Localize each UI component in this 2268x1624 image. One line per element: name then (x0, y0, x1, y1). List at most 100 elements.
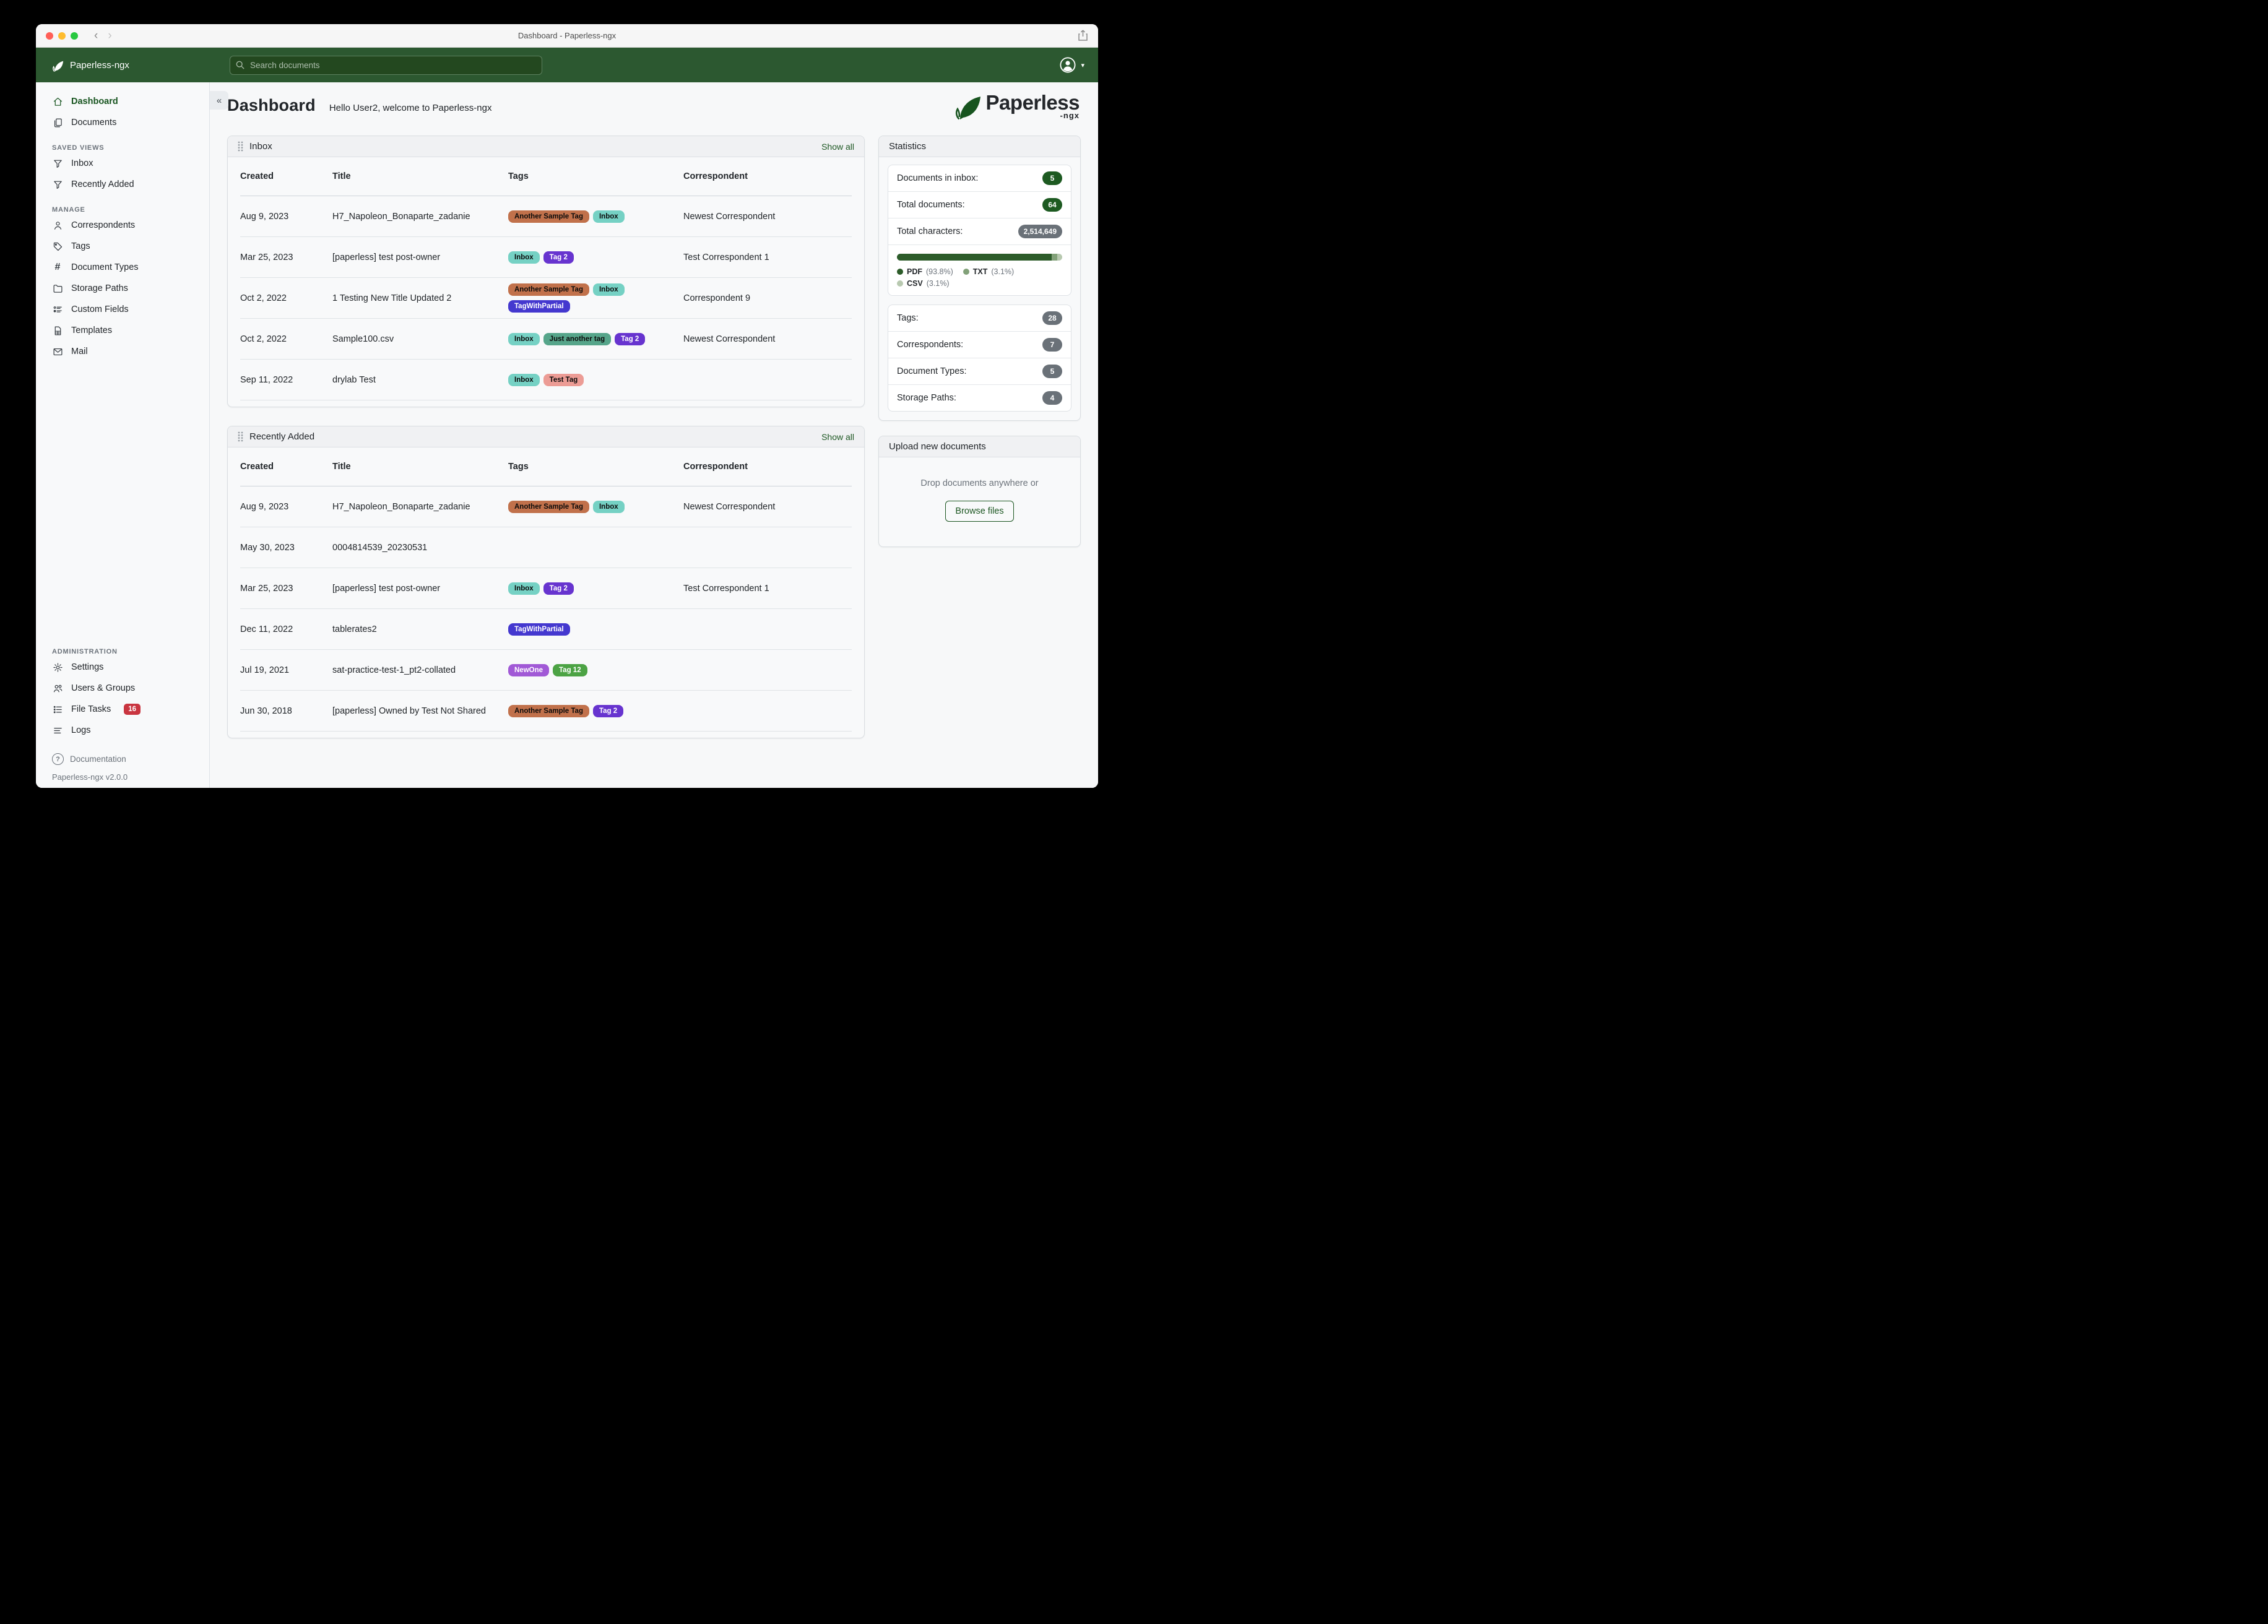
share-icon[interactable] (1078, 29, 1088, 45)
drag-handle-icon[interactable] (238, 141, 243, 152)
document-title-link[interactable]: drylab Test (332, 374, 376, 385)
app-brand[interactable]: Paperless-ngx (51, 58, 129, 72)
welcome-message: Hello User2, welcome to Paperless-ngx (329, 103, 492, 113)
tag-pill-another-sample-tag[interactable]: Another Sample Tag (508, 283, 589, 296)
logo-suffix: -ngx (1060, 111, 1080, 120)
sidebar-item-logs[interactable]: Logs (36, 720, 209, 741)
table-row: Jul 19, 2021 sat-practice-test-1_pt2-coll… (240, 650, 852, 691)
collapse-sidebar-button[interactable]: « (210, 91, 228, 110)
tag-pill-inbox[interactable]: Inbox (508, 332, 540, 345)
search-input[interactable] (249, 59, 536, 71)
file-type-legend: PDF (93.8%) TXT (3.1%) CSV (3.1%) (897, 267, 1062, 288)
sidebar-item-documents[interactable]: Documents (36, 112, 209, 133)
document-title-link[interactable]: [paperless] test post-owner (332, 252, 441, 262)
correspondent-cell[interactable]: Test Correspondent 1 (683, 252, 769, 262)
tag-pill-inbox[interactable]: Inbox (508, 373, 540, 386)
document-title-link[interactable]: [paperless] test post-owner (332, 583, 441, 594)
logo-text: Paperless (985, 91, 1080, 114)
documentation-link[interactable]: ? Documentation (52, 749, 209, 769)
sidebar-footer: ? Documentation Paperless-ngx v2.0.0 (36, 749, 209, 782)
correspondent-cell[interactable]: Test Correspondent 1 (683, 583, 769, 594)
tag-pill-another-sample-tag[interactable]: Another Sample Tag (508, 210, 589, 223)
legend-pct: (3.1%) (926, 279, 950, 288)
tags-cell: Another Sample Tag Inbox (508, 210, 683, 223)
close-window-button[interactable] (46, 32, 53, 40)
tag-pill-test-tag[interactable]: Test Tag (543, 373, 584, 386)
legend-name: TXT (972, 267, 988, 276)
tag-pill-tag-2[interactable]: Tag 2 (543, 251, 574, 264)
upload-widget: Upload new documents Drop documents anyw… (878, 436, 1081, 547)
sidebar-item-document-types[interactable]: # Document Types (36, 257, 209, 278)
browser-forward-icon[interactable]: › (108, 29, 112, 42)
table-row: Oct 2, 2022 Sample100.csv Inbox Just anothe… (240, 319, 852, 360)
person-icon (52, 220, 63, 231)
browse-files-button[interactable]: Browse files (945, 501, 1014, 522)
tag-pill-inbox[interactable]: Inbox (592, 283, 625, 296)
sidebar-item-storage-paths[interactable]: Storage Paths (36, 278, 209, 299)
stat-row-documents-in-inbox: Documents in inbox: 5 (888, 165, 1071, 191)
sidebar-item-file-tasks[interactable]: File Tasks 16 (36, 699, 209, 720)
stat-label: Total characters: (897, 227, 963, 236)
minimize-window-button[interactable] (58, 32, 66, 40)
sidebar-item-correspondents[interactable]: Correspondents (36, 215, 209, 236)
tag-pill-inbox[interactable]: Inbox (592, 210, 625, 223)
tag-pill-inbox[interactable]: Inbox (592, 500, 625, 513)
sidebar-item-dashboard[interactable]: Dashboard (36, 91, 209, 112)
sidebar-item-custom-fields[interactable]: Custom Fields (36, 299, 209, 320)
tag-pill-tagwithpartial[interactable]: TagWithPartial (508, 300, 570, 313)
tag-pill-another-sample-tag[interactable]: Another Sample Tag (508, 704, 589, 717)
users-icon (52, 683, 63, 694)
sidebar-item-settings[interactable]: Settings (36, 657, 209, 678)
show-all-link[interactable]: Show all (821, 141, 854, 152)
sidebar-item-tags[interactable]: Tags (36, 236, 209, 257)
document-title-link[interactable]: tablerates2 (332, 624, 377, 634)
sidebar-item-templates[interactable]: Templates (36, 320, 209, 341)
upload-dropzone[interactable]: Drop documents anywhere or Browse files (879, 457, 1080, 546)
created-cell: Jun 30, 2018 (240, 706, 292, 716)
paperless-logo: Paperless -ngx (951, 92, 1080, 124)
correspondent-cell[interactable]: Newest Correspondent (683, 211, 776, 222)
table-header-row: Created Title Tags Correspondent (240, 447, 852, 486)
correspondent-cell[interactable]: Newest Correspondent (683, 334, 776, 344)
tags-cell: NewOne Tag 12 (508, 663, 683, 676)
window-title: Dashboard - Paperless-ngx (517, 31, 617, 40)
browser-back-icon[interactable]: ‹ (94, 29, 98, 42)
document-title-link[interactable]: Sample100.csv (332, 334, 394, 344)
tag-pill-inbox[interactable]: Inbox (508, 251, 540, 264)
tags-cell: Another Sample Tag Tag 2 (508, 704, 683, 717)
tag-pill-tag-2[interactable]: Tag 2 (543, 582, 574, 595)
correspondent-cell[interactable]: Newest Correspondent (683, 501, 776, 512)
title-cell: H7_Napoleon_Bonaparte_zadanie (332, 212, 508, 222)
document-title-link[interactable]: H7_Napoleon_Bonaparte_zadanie (332, 211, 470, 222)
tag-pill-newone[interactable]: NewOne (508, 663, 550, 676)
created-cell: Sep 11, 2022 (240, 374, 293, 385)
drag-handle-icon[interactable] (238, 431, 243, 442)
sidebar-item-users-groups[interactable]: Users & Groups (36, 678, 209, 699)
document-title-link[interactable]: [paperless] Owned by Test Not Shared (332, 706, 486, 716)
tag-pill-tag-12[interactable]: Tag 12 (553, 663, 587, 676)
stat-value-badge: 2,514,649 (1018, 225, 1062, 238)
document-title-link[interactable]: 1 Testing New Title Updated 2 (332, 293, 452, 303)
stat-label: Tags: (897, 313, 919, 323)
tag-pill-just-another-tag[interactable]: Just another tag (543, 332, 612, 345)
legend-pct: (93.8%) (926, 267, 953, 276)
correspondent-cell[interactable]: Correspondent 9 (683, 293, 751, 303)
user-menu[interactable]: ▾ (1060, 57, 1084, 73)
stat-row-total-documents: Total documents: 64 (888, 191, 1071, 218)
sidebar-item-mail[interactable]: Mail (36, 341, 209, 362)
sidebar-item-label: Settings (71, 662, 104, 672)
zoom-window-button[interactable] (71, 32, 78, 40)
show-all-link[interactable]: Show all (821, 431, 854, 442)
document-title-link[interactable]: 0004814539_20230531 (332, 542, 428, 553)
tag-pill-another-sample-tag[interactable]: Another Sample Tag (508, 500, 589, 513)
sidebar-item-recently-added[interactable]: Recently Added (36, 174, 209, 195)
tag-pill-tag-2[interactable]: Tag 2 (592, 704, 624, 717)
hash-icon: # (54, 262, 61, 272)
sidebar-item-inbox[interactable]: Inbox (36, 153, 209, 174)
tag-pill-tag-2[interactable]: Tag 2 (615, 332, 646, 345)
stat-value-badge: 64 (1042, 198, 1062, 212)
document-title-link[interactable]: H7_Napoleon_Bonaparte_zadanie (332, 501, 470, 512)
tag-pill-inbox[interactable]: Inbox (508, 582, 540, 595)
document-title-link[interactable]: sat-practice-test-1_pt2-collated (332, 665, 456, 675)
tag-pill-tagwithpartial[interactable]: TagWithPartial (508, 623, 570, 636)
